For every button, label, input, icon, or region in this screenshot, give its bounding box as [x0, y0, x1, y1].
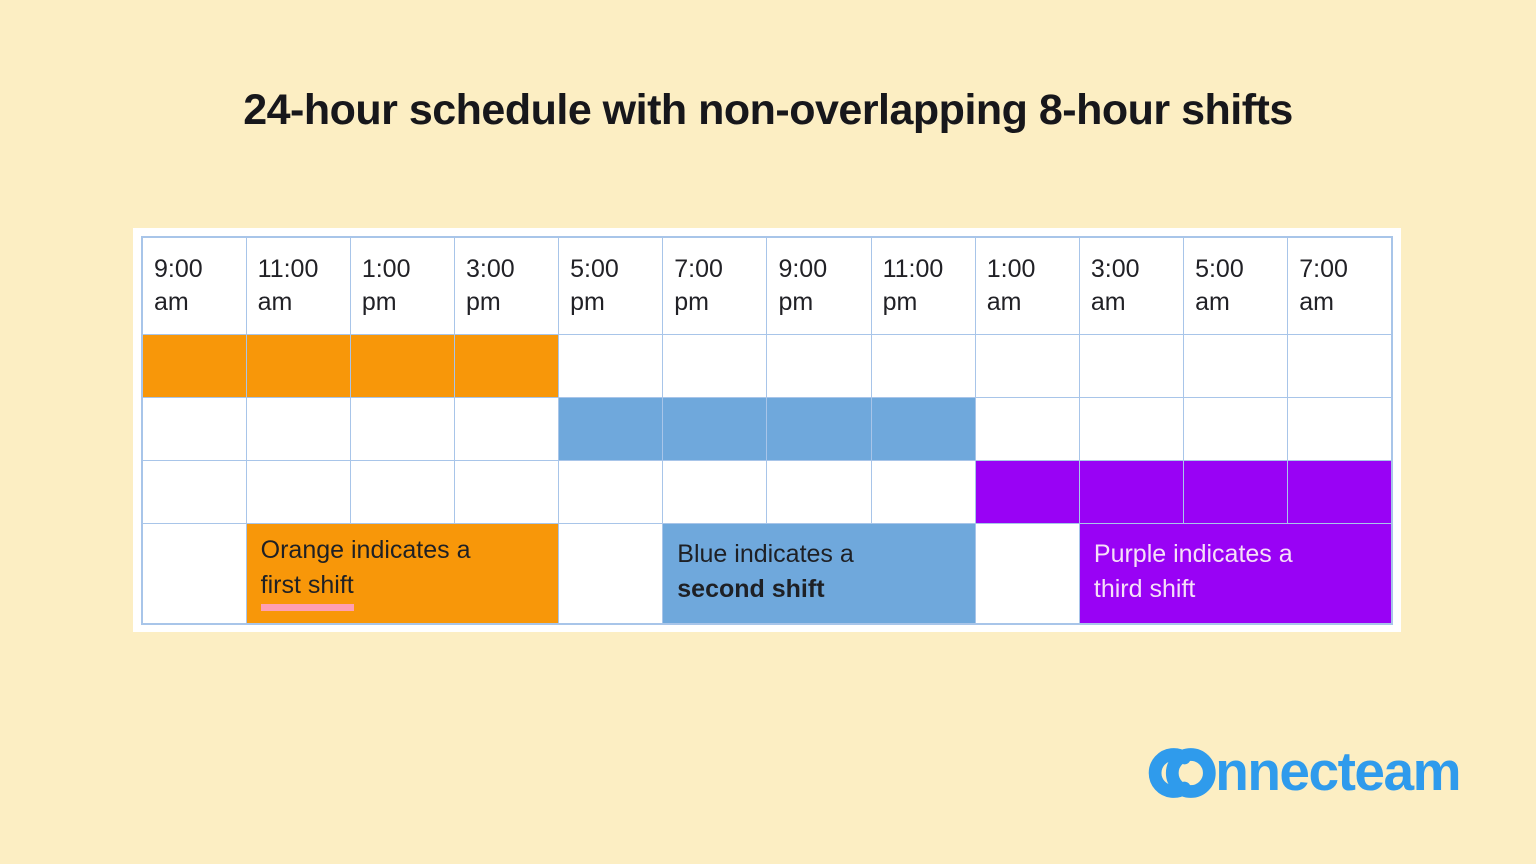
connecteam-infinity-icon — [1149, 748, 1216, 798]
empty-cell — [558, 333, 664, 398]
empty-cell — [662, 459, 768, 524]
empty-cell — [141, 459, 247, 524]
second-shift-cell — [766, 396, 872, 461]
empty-cell — [766, 333, 872, 398]
empty-cell — [870, 459, 976, 524]
empty-cell — [1183, 396, 1289, 461]
hour-cell: 7:00 am — [1287, 236, 1393, 335]
second-shift-cell — [558, 396, 664, 461]
empty-cell — [974, 522, 1080, 625]
hour-cell: 3:00 pm — [453, 236, 560, 335]
first-shift-cell — [141, 333, 247, 398]
legend-third-shift-emphasis: third shift — [1093, 575, 1196, 604]
hour-cell: 1:00 am — [974, 236, 1080, 335]
third-shift-cell — [1287, 459, 1393, 524]
legend-row: Orange indicates a first shift Blue indi… — [141, 522, 1393, 625]
empty-cell — [349, 396, 455, 461]
legend-first-shift: Orange indicates a first shift — [245, 522, 560, 625]
legend-first-shift-emphasis: first shift — [260, 568, 354, 612]
empty-cell — [453, 396, 560, 461]
empty-cell — [766, 459, 872, 524]
legend-third-shift: Purple indicates a third shift — [1078, 522, 1393, 625]
hours-header-row: 9:00 am 11:00 am 1:00 pm 3:00 pm 5:00 pm… — [141, 236, 1393, 335]
empty-cell — [245, 459, 351, 524]
third-shift-cell — [974, 459, 1080, 524]
first-shift-cell — [453, 333, 560, 398]
empty-cell — [1183, 333, 1289, 398]
third-shift-cell — [1078, 459, 1185, 524]
first-shift-row — [141, 333, 1393, 398]
hour-cell: 5:00 pm — [558, 236, 664, 335]
second-shift-row — [141, 396, 1393, 461]
hour-cell: 9:00 am — [141, 236, 247, 335]
third-shift-row — [141, 459, 1393, 524]
empty-cell — [558, 522, 664, 625]
empty-cell — [245, 396, 351, 461]
legend-second-shift-emphasis: second shift — [677, 575, 825, 604]
connecteam-logo: nnecteam — [1130, 739, 1461, 802]
third-shift-cell — [1183, 459, 1289, 524]
hour-cell: 9:00 pm — [766, 236, 872, 335]
empty-cell — [141, 522, 247, 625]
legend-first-shift-lead: Orange indicates a — [260, 536, 471, 565]
page-title: 24-hour schedule with non-overlapping 8-… — [243, 86, 1293, 134]
second-shift-cell — [870, 396, 976, 461]
empty-cell — [1078, 333, 1185, 398]
empty-cell — [870, 333, 976, 398]
empty-cell — [453, 459, 560, 524]
hour-cell: 3:00 am — [1078, 236, 1185, 335]
empty-cell — [662, 333, 768, 398]
empty-cell — [1287, 333, 1393, 398]
schedule-card: 9:00 am 11:00 am 1:00 pm 3:00 pm 5:00 pm… — [133, 228, 1401, 632]
empty-cell — [141, 396, 247, 461]
empty-cell — [558, 459, 664, 524]
empty-cell — [974, 396, 1080, 461]
schedule-table: 9:00 am 11:00 am 1:00 pm 3:00 pm 5:00 pm… — [141, 236, 1393, 625]
empty-cell — [1287, 396, 1393, 461]
second-shift-cell — [662, 396, 768, 461]
hour-cell: 5:00 am — [1183, 236, 1289, 335]
empty-cell — [349, 459, 455, 524]
connecteam-logo-text: nnecteam — [1215, 739, 1461, 802]
hour-cell: 11:00 am — [245, 236, 351, 335]
hour-cell: 7:00 pm — [662, 236, 768, 335]
empty-cell — [974, 333, 1080, 398]
first-shift-cell — [245, 333, 351, 398]
empty-cell — [1078, 396, 1185, 461]
legend-second-shift: Blue indicates a second shift — [662, 522, 976, 625]
hour-cell: 1:00 pm — [349, 236, 455, 335]
first-shift-cell — [349, 333, 455, 398]
legend-second-shift-lead: Blue indicates a — [677, 540, 854, 569]
legend-third-shift-lead: Purple indicates a — [1093, 540, 1293, 569]
hour-cell: 11:00 pm — [870, 236, 976, 335]
